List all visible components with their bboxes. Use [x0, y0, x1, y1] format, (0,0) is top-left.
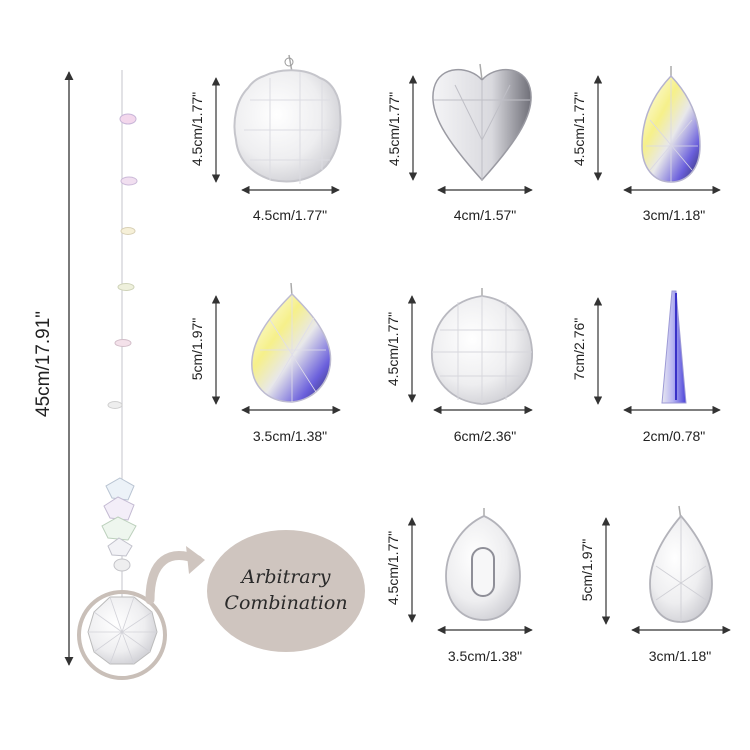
- width-label: 3cm/1.18": [648, 648, 712, 664]
- width-label: 3.5cm/1.38": [447, 648, 523, 664]
- callout-line-2: Combination: [224, 592, 348, 614]
- width-label: 6cm/2.36": [453, 428, 517, 444]
- suncatcher-strand: [77, 70, 167, 680]
- heart-crystal: [432, 63, 532, 182]
- width-label: 4.5cm/1.77": [252, 207, 328, 223]
- width-label: 3cm/1.18": [642, 207, 706, 223]
- faceted-ball-crystal: [431, 288, 533, 405]
- arbitrary-combination-callout: Arbitrary Combination: [207, 530, 365, 652]
- highlight-ring: [77, 590, 167, 680]
- height-label: 4.5cm/1.77": [189, 91, 205, 167]
- almond-teardrop-crystal: [649, 505, 713, 623]
- total-length-label: 45cm/17.91": [33, 310, 54, 417]
- ab-teardrop-crystal: [641, 66, 701, 183]
- width-label: 3.5cm/1.38": [252, 428, 328, 444]
- height-label: 4.5cm/1.77": [385, 311, 401, 387]
- height-label: 4.5cm/1.77": [571, 91, 587, 167]
- width-label: 4cm/1.57": [453, 207, 517, 223]
- height-label: 5cm/1.97": [189, 317, 205, 381]
- callout-line-1: Arbitrary: [241, 566, 331, 588]
- height-label: 4.5cm/1.77": [385, 530, 401, 606]
- height-label: 5cm/1.97": [579, 538, 595, 602]
- octagon-ball-crystal: [233, 54, 342, 184]
- octagon-bead-cluster: [101, 477, 137, 572]
- width-label: 2cm/0.78": [642, 428, 706, 444]
- height-label: 7cm/2.76": [571, 317, 587, 381]
- ab-maple-drop-crystal: [251, 282, 332, 403]
- icicle-prism-crystal: [661, 290, 687, 404]
- oval-drop-crystal: [445, 508, 521, 621]
- height-label: 4.5cm/1.77": [386, 91, 402, 167]
- strand-ball-crystal: [87, 596, 158, 665]
